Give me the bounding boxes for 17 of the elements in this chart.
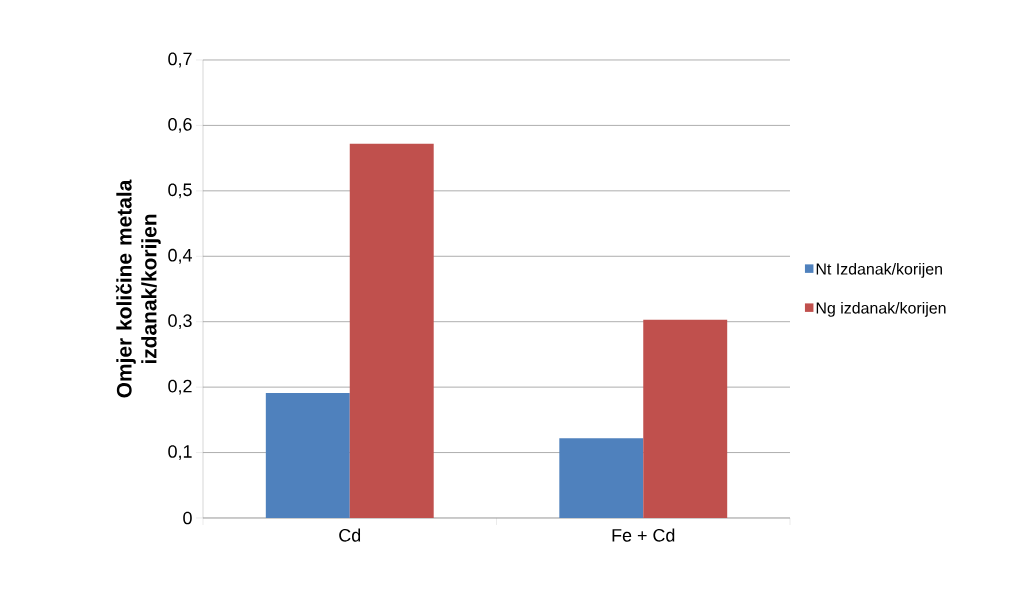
- x-tick-label: Cd: [339, 528, 361, 542]
- y-tick-label: 0,1: [168, 445, 192, 460]
- y-tick-label: 0,6: [168, 117, 192, 133]
- y-axis-title: Omjer količine metala izdanak/korijen: [115, 179, 161, 398]
- y-tick-label: 0,5: [168, 183, 192, 199]
- legend-label: Ng izdanak/korijen: [816, 301, 946, 317]
- y-tick-label: 0,4: [168, 248, 192, 264]
- bar: [559, 438, 644, 518]
- legend-label: Nt Izdanak/korijen: [816, 262, 942, 278]
- y-tick-label: 0,2: [168, 379, 192, 395]
- y-tick-label: 0,7: [168, 52, 192, 68]
- x-tick-label: Fe + Cd: [612, 528, 675, 542]
- bar: [643, 319, 728, 518]
- y-tick-label: 0,3: [168, 314, 192, 330]
- y-tick-label: 0: [183, 511, 192, 525]
- bar: [265, 393, 350, 518]
- bar: [349, 143, 434, 518]
